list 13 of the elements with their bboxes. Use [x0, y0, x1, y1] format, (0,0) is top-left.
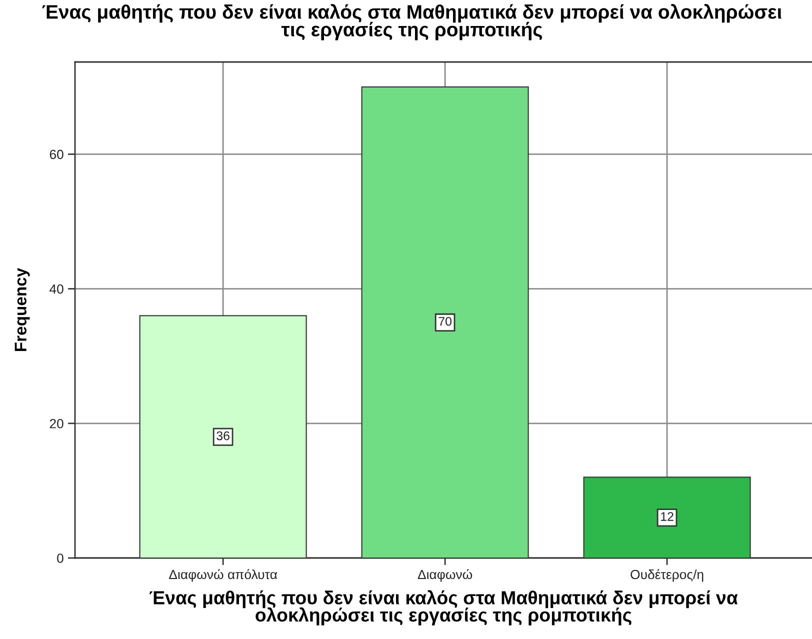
data-label: 12	[661, 512, 674, 521]
y-tick-label: 40	[50, 284, 64, 294]
y-axis-title: Frequency	[14, 268, 30, 352]
y-tick-label: 0	[57, 554, 64, 563]
y-tick-label: 60	[50, 150, 64, 160]
chart-title: Ένας μαθητής που δεν είναι καλός στα Μαθηματικά δεν μπορεί να ολοκληρώσει τις εργασίες της ρομποτικής	[42, 4, 782, 40]
data-label: 36	[216, 431, 230, 440]
x-tick-label: Διαφωνώ απόλυτα	[169, 569, 278, 582]
data-label: 70	[438, 316, 452, 326]
y-tick-label: 20	[50, 418, 64, 428]
x-tick-label: Διαφωνώ	[418, 569, 472, 582]
x-tick-label: Ουδέτερος/η	[630, 569, 704, 582]
x-axis-title: Ένας μαθητής που δεν είναι καλός στα Μαθηματικά δεν μπορεί να ολοκληρώσει τις εργασίες της ρομποτικής	[150, 590, 738, 626]
